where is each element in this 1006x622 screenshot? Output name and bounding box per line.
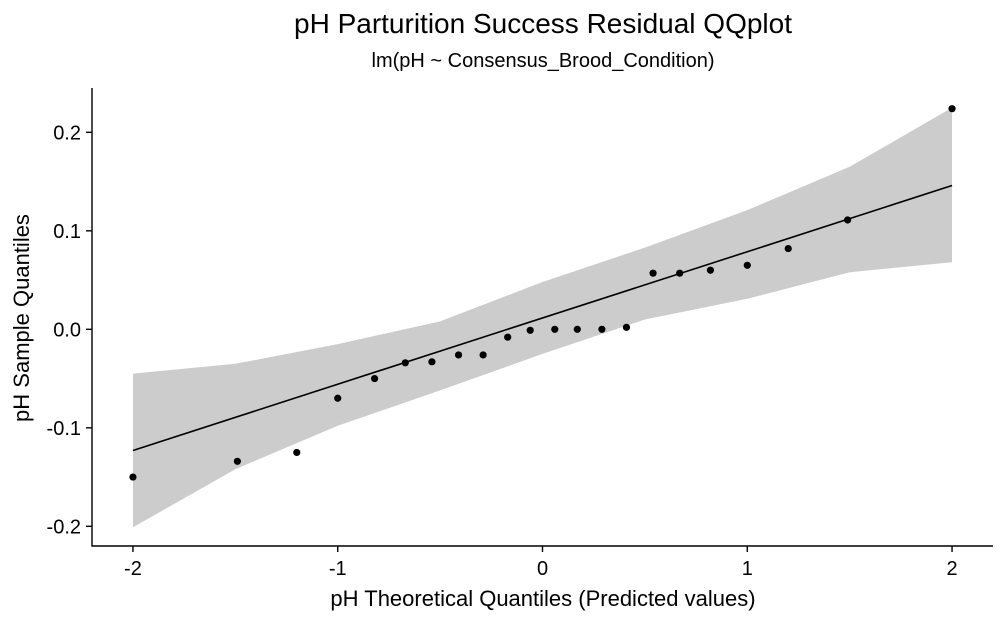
data-points-layer <box>129 105 956 481</box>
chart-subtitle: lm(pH ~ Consensus_Brood_Condition) <box>371 50 715 72</box>
data-point <box>401 359 409 367</box>
data-point <box>370 374 379 383</box>
data-point <box>649 269 657 277</box>
data-point <box>948 105 956 113</box>
axes-layer: -2 -1 0 1 2 -0.2 -0.1 0.0 0.1 0.2 <box>47 88 993 580</box>
data-point <box>551 325 559 333</box>
data-point <box>233 457 241 465</box>
data-point <box>622 323 631 331</box>
x-tick-label: 0 <box>537 558 548 580</box>
data-point <box>129 473 137 481</box>
x-tick-label: 2 <box>946 558 957 580</box>
x-tick-label: -1 <box>329 558 347 580</box>
data-point <box>334 394 342 402</box>
data-point <box>504 333 512 341</box>
data-point <box>428 358 436 366</box>
data-point <box>743 261 751 269</box>
data-point <box>573 325 581 333</box>
y-tick-label: 0.1 <box>53 221 81 243</box>
data-point <box>784 244 792 253</box>
y-tick-label: -0.1 <box>47 418 81 440</box>
data-point <box>676 269 684 277</box>
data-point <box>598 325 606 333</box>
y-tick-label: 0.0 <box>53 319 81 341</box>
x-axis-label: pH Theoretical Quantiles (Predicted valu… <box>330 586 756 611</box>
x-tick-label: 1 <box>742 558 753 580</box>
data-point <box>526 326 534 334</box>
data-point <box>293 448 301 457</box>
data-point <box>454 351 463 359</box>
qq-reference-line <box>132 184 953 452</box>
data-point <box>706 266 715 274</box>
data-point <box>479 351 487 359</box>
x-tick-label: -2 <box>124 558 142 580</box>
y-tick-label: -0.2 <box>47 516 81 538</box>
data-point <box>844 216 852 224</box>
chart-title: pH Parturition Success Residual QQplot <box>294 8 792 39</box>
reference-line-layer <box>132 184 953 452</box>
y-tick-label: 0.2 <box>53 122 81 144</box>
